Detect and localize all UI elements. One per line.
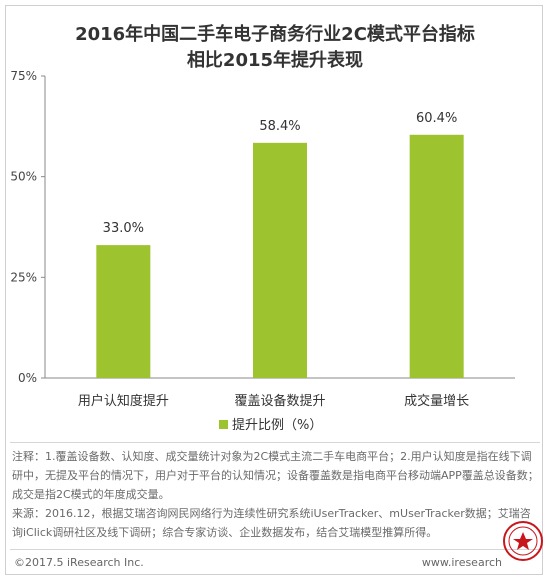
website-text: www.iresearch <box>421 556 502 569</box>
y-tick-label: 0% <box>18 371 37 385</box>
x-tick-label: 成交量增长 <box>404 393 469 409</box>
bar <box>253 142 307 378</box>
chart-title-line-1: 2016年中国二手车电子商务行业2C模式平台指标 <box>75 24 475 45</box>
legend-swatch <box>219 420 228 429</box>
bar <box>96 245 151 378</box>
y-tick-label: 25% <box>10 270 37 284</box>
data-label: 58.4% <box>259 119 300 134</box>
chart-title-line-2: 相比2015年提升表现 <box>186 50 364 71</box>
legend-label: 提升比例（%） <box>232 417 322 433</box>
y-tick-label: 75% <box>10 69 37 83</box>
y-tick-label: 50% <box>10 170 37 184</box>
notes-divider <box>10 442 540 443</box>
x-tick-label: 用户认知度提升 <box>78 393 169 409</box>
notes: 注释：1.覆盖设备数、认知度、成交量统计对象为2C模式主流二手车电商平台；2.用… <box>12 447 540 542</box>
chart-frame <box>5 5 543 575</box>
bar-chart: 0% 25% 50% 75% 33.0% 用户认知度提升 58.4% 覆盖设备数提升 60.4%… <box>10 69 515 433</box>
data-label: 60.4% <box>416 111 457 126</box>
footer-divider <box>10 549 540 550</box>
notes-line-1: 注释：1.覆盖设备数、认知度、成交量统计对象为2C模式主流二手车电商平台；2.用… <box>12 450 539 501</box>
data-label: 33.0% <box>103 221 144 236</box>
copyright-text: ©2017.5 iResearch Inc. <box>14 556 144 569</box>
x-tick-label: 覆盖设备数提升 <box>234 393 325 409</box>
bar <box>409 134 464 378</box>
seal-stamp-icon <box>503 521 543 561</box>
notes-line-2: 来源：2016.12，根据艾瑞咨询网民网络行为连续性研究系统iUserTrack… <box>12 507 531 539</box>
